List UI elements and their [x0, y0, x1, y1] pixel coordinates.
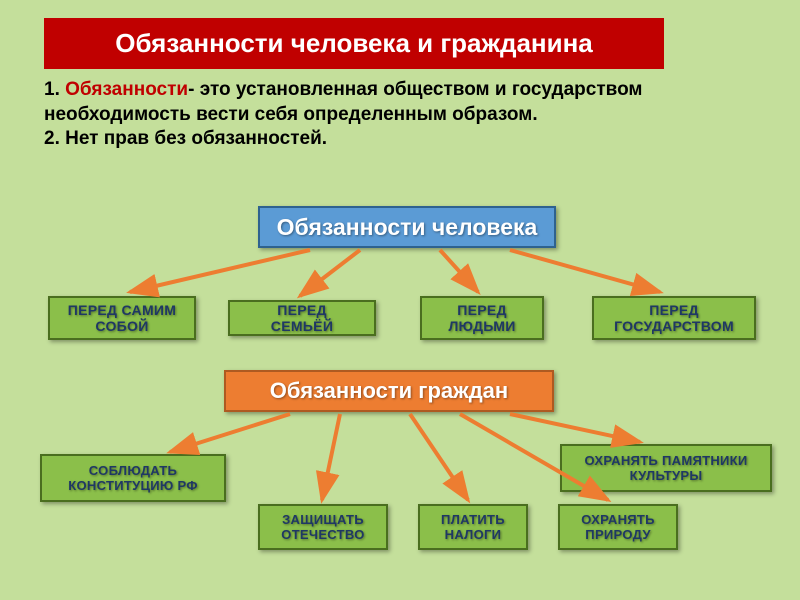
node-taxes: ПЛАТИТЬ НАЛОГИ: [418, 504, 528, 550]
slide-title: Обязанности человека и гражданина: [44, 18, 664, 69]
slide: Обязанности человека и гражданина 1. Обя…: [0, 0, 800, 600]
diagram-root-human-duties: Обязанности человека: [258, 206, 556, 248]
node-constitution: СОБЛЮДАТЬ КОНСТИТУЦИЮ РФ: [40, 454, 226, 502]
def-line2: 2. Нет прав без обязанностей.: [44, 128, 327, 149]
node-state: ПЕРЕД ГОСУДАРСТВОМ: [592, 296, 756, 340]
def-highlight: Обязанности: [65, 79, 188, 100]
diagram-root-citizen-duties: Обязанности граждан: [224, 370, 554, 412]
node-family: ПЕРЕД СЕМЬЁЙ: [228, 300, 376, 336]
definition-block: 1. Обязанности- это установленная общест…: [44, 78, 754, 152]
node-defend: ЗАЩИЩАТЬ ОТЕЧЕСТВО: [258, 504, 388, 550]
def-num1: 1.: [44, 79, 65, 100]
node-people: ПЕРЕД ЛЮДЬМИ: [420, 296, 544, 340]
node-nature: ОХРАНЯТЬ ПРИРОДУ: [558, 504, 678, 550]
node-monuments: ОХРАНЯТЬ ПАМЯТНИКИ КУЛЬТУРЫ: [560, 444, 772, 492]
node-self: ПЕРЕД САМИМ СОБОЙ: [48, 296, 196, 340]
